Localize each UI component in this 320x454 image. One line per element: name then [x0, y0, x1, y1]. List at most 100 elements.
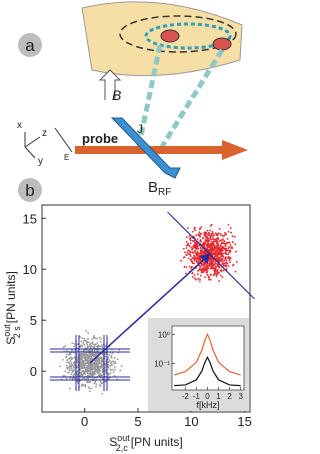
- scatter-dot: [191, 251, 194, 253]
- rf-label: BRF: [148, 179, 171, 198]
- scatter-dot: [210, 243, 213, 246]
- scatter-dot: [193, 277, 196, 280]
- scatter-dot: [189, 258, 192, 261]
- scatter-dot: [95, 365, 98, 368]
- scatter-dot: [72, 377, 75, 380]
- scatter-dot: [104, 345, 107, 348]
- scatter-dot: [72, 366, 75, 369]
- scatter-dot: [191, 260, 193, 263]
- scatter-dot: [89, 343, 92, 346]
- scatter-dot: [229, 261, 231, 264]
- scatter-dot: [80, 385, 83, 388]
- scatter-dot: [214, 254, 217, 256]
- scatter-dot: [86, 345, 89, 348]
- scatter-dot: [76, 378, 79, 380]
- scatter-dot: [104, 363, 107, 366]
- scatter-dot: [104, 380, 107, 383]
- scatter-dot: [89, 371, 92, 373]
- scatter-dot: [235, 260, 238, 263]
- scatter-dot: [197, 269, 199, 272]
- rf-base: B: [148, 179, 158, 196]
- scatter-dot: [86, 361, 89, 363]
- scatter-dot: [210, 245, 213, 248]
- scatter-dot: [235, 250, 237, 253]
- scatter-dot: [206, 240, 209, 243]
- x-axis-label: f[kHz]: [196, 400, 219, 410]
- scatter-dot: [87, 355, 89, 358]
- scatter-dot: [214, 268, 217, 271]
- scatter-dot: [76, 343, 79, 345]
- scatter-dot: [99, 381, 102, 383]
- scatter-dot: [228, 256, 231, 259]
- scatter-dot: [209, 261, 212, 264]
- scatter-dot: [68, 371, 70, 374]
- scatter-dot: [91, 338, 93, 341]
- scatter-dot: [193, 239, 196, 242]
- scatter-dot: [69, 360, 72, 362]
- scatter-dot: [62, 346, 65, 349]
- scatter-dot: [97, 367, 99, 370]
- scatter-dot: [197, 254, 200, 257]
- axis-label: x: [17, 120, 22, 131]
- x-tick-label: 10: [184, 414, 198, 429]
- scatter-dot: [99, 373, 102, 376]
- scatter-dot: [65, 356, 67, 359]
- scatter-dot: [95, 359, 97, 362]
- panel-label: b: [25, 181, 34, 200]
- scatter-dot: [91, 375, 93, 377]
- scatter-dot: [59, 365, 62, 368]
- scatter-dot: [96, 359, 99, 362]
- scatter-dot: [193, 262, 196, 265]
- scatter-dot: [210, 240, 213, 243]
- scatter-dot: [109, 368, 112, 371]
- scatter-dot: [67, 366, 70, 368]
- scatter-dot: [225, 259, 228, 262]
- scatter-dot: [223, 240, 225, 242]
- scatter-dot: [85, 355, 88, 358]
- scatter-dot: [84, 349, 87, 352]
- scatter-dot: [87, 381, 90, 384]
- scatter-dot: [207, 275, 210, 278]
- scatter-dot: [208, 248, 211, 251]
- scatter-dot: [224, 245, 227, 248]
- scatter-dot: [66, 359, 69, 361]
- scatter-dot: [205, 269, 208, 272]
- scatter-dot: [80, 372, 82, 375]
- scatter-dot: [79, 364, 82, 367]
- probe-beam: [75, 140, 248, 160]
- scatter-dot: [227, 241, 230, 244]
- scatter-dot: [82, 341, 84, 344]
- scatter-dot: [218, 246, 221, 249]
- scatter-dot: [224, 257, 227, 260]
- scatter-dot: [73, 345, 76, 348]
- scatter-dot: [211, 258, 213, 261]
- label-sup: out: [2, 324, 12, 337]
- scatter-dot: [208, 263, 211, 265]
- scatter-dot: [108, 353, 111, 356]
- scatter-dot: [215, 273, 218, 276]
- scatter-dot: [215, 234, 218, 237]
- scatter-dot: [203, 261, 206, 264]
- scatter-dot: [114, 361, 116, 363]
- scatter-dot: [212, 232, 214, 235]
- scatter-dot: [95, 361, 98, 364]
- scatter-dot: [216, 250, 218, 253]
- scatter-dot: [87, 386, 90, 389]
- scatter-dot: [203, 266, 206, 268]
- scatter-dot: [187, 257, 190, 260]
- scatter-dot: [204, 237, 207, 239]
- scatter-dot: [69, 377, 72, 380]
- arrow-line: [89, 259, 204, 364]
- scatter-dot: [222, 247, 225, 250]
- scatter-dot: [91, 364, 94, 367]
- x-tick-label: 0: [205, 392, 210, 401]
- scatter-dot: [83, 364, 86, 367]
- scatter-dot: [93, 346, 96, 349]
- scatter-dot: [201, 264, 203, 266]
- scatter-dot: [71, 357, 74, 360]
- scatter-dot: [227, 265, 230, 267]
- scatter-dot: [110, 355, 113, 357]
- scatter-dot: [81, 354, 84, 356]
- scatter-dot: [90, 372, 92, 375]
- scatter-dot: [111, 360, 113, 363]
